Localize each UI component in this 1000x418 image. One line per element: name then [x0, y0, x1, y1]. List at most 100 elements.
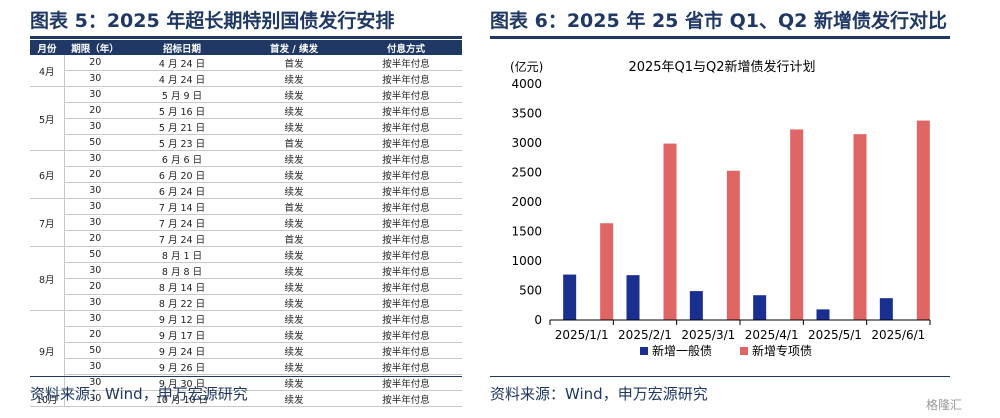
table-cell: 续发 [238, 358, 350, 375]
chart-title: 2025年Q1与Q2新增债发行计划 [628, 59, 815, 75]
table-cell: 30 [64, 86, 126, 103]
table-body: 4月 20 4 月 24 日首发 按半年付息 30 4 月 24 日续发 按半年付息 5月 30… [30, 55, 462, 407]
table-cell: 续发 [238, 374, 350, 391]
table-cell: 5 月 16 日 [126, 102, 238, 119]
month-cell: 10月 [30, 390, 65, 407]
table-cell: 续发 [238, 246, 350, 263]
table-row: 9月 30 9 月 12 日续发 按半年付息 [30, 310, 462, 391]
table-cell: 20 [64, 230, 126, 247]
left-panel-title: 图表 5：2025 年超长期特别国债发行安排 [30, 10, 395, 32]
month-cell: 9月 [30, 310, 65, 391]
table-cell: 9 月 12 日 [126, 310, 238, 327]
table-cell: 按半年付息 [350, 70, 462, 87]
special-bond-bar [790, 129, 804, 320]
table-cell: 续发 [238, 390, 350, 407]
special-bond-bar [726, 170, 740, 320]
table-cell: 首发 [238, 198, 350, 215]
table-cell: 按半年付息 [350, 310, 462, 327]
table-cell: 9 月 30 日 [126, 374, 238, 391]
x-tick-label: 2025/2/1 [618, 328, 672, 342]
column-header: 招标日期 [126, 40, 238, 55]
table-row: 20 8 月 14 日续发 按半年付息 [30, 278, 462, 295]
table-cell: 30 [64, 150, 126, 167]
table-cell: 续发 [238, 278, 350, 295]
table-cell: 5 月 23 日 [126, 134, 238, 151]
y-tick-label: 2500 [511, 166, 542, 180]
table-cell: 20 [64, 326, 126, 343]
table-cell: 续发 [238, 70, 350, 87]
y-tick-label: 0 [534, 313, 542, 327]
table-cell: 续发 [238, 86, 350, 103]
table-cell: 8 月 14 日 [126, 278, 238, 295]
table-cell: 10 月 10 日 [126, 390, 238, 407]
table-cell: 30 [64, 118, 126, 135]
table-cell: 30 [64, 358, 126, 375]
table-cell: 按半年付息 [350, 150, 462, 167]
right-bottom-rule [490, 376, 950, 377]
y-axis-ticks: 0 500 1000 1500 2000 2500 3000 3500 4000 [511, 77, 542, 327]
x-tick-label: 2025/5/1 [808, 328, 862, 342]
table-row: 5月 30 5 月 9 日续发 按半年付息 [30, 86, 462, 151]
y-tick-label: 1500 [511, 225, 542, 239]
table-cell: 按半年付息 [350, 246, 462, 263]
table-cell: 30 [64, 262, 126, 279]
table-cell: 续发 [238, 326, 350, 343]
table-row: 30 9 月 26 日续发 按半年付息 [30, 358, 462, 375]
x-axis-ticks: 2025/1/1 2025/2/1 2025/3/1 2025/4/1 2025/5/1… [549, 320, 931, 342]
table-cell: 按半年付息 [350, 342, 462, 359]
table-cell: 50 [64, 246, 126, 263]
bars [563, 120, 930, 320]
month-cell: 7月 [30, 198, 65, 247]
general-bond-bar [753, 295, 767, 320]
column-header: 付息方式 [350, 40, 462, 55]
table-cell: 7 月 24 日 [126, 214, 238, 231]
table-cell: 8 月 1 日 [126, 246, 238, 263]
table-cell: 按半年付息 [350, 294, 462, 311]
table-row: 30 7 月 24 日续发 按半年付息 [30, 214, 462, 231]
table-row: 20 9 月 17 日续发 按半年付息 [30, 326, 462, 343]
table-cell: 20 [64, 102, 126, 119]
table-cell: 30 [64, 310, 126, 327]
table-cell: 20 [64, 278, 126, 295]
table-row: 30 9 月 30 日续发 按半年付息 [30, 374, 462, 391]
table-cell: 9 月 24 日 [126, 342, 238, 359]
table-row: 30 6 月 24 日续发 按半年付息 [30, 182, 462, 199]
table-cell: 按半年付息 [350, 118, 462, 135]
table-cell: 30 [64, 374, 126, 391]
table-cell: 按半年付息 [350, 278, 462, 295]
table-cell: 20 [64, 166, 126, 183]
table-cell: 4 月 24 日 [126, 70, 238, 87]
general-bond-bar [689, 291, 703, 320]
left-source-note: 资料来源：Wind，申万宏源研究 [30, 385, 248, 403]
table-cell: 续发 [238, 182, 350, 199]
table-cell: 5 月 9 日 [126, 86, 238, 103]
table-cell: 按半年付息 [350, 134, 462, 151]
table-row: 30 8 月 22 日续发 按半年付息 [30, 294, 462, 311]
month-cell: 8月 [30, 246, 65, 311]
table-cell: 续发 [238, 342, 350, 359]
left-bottom-rule [30, 376, 462, 377]
right-panel-title: 图表 6：2025 年 25 省市 Q1、Q2 新增债发行对比 [490, 10, 947, 32]
table-row: 50 9 月 24 日续发 按半年付息 [30, 342, 462, 359]
table-cell: 续发 [238, 166, 350, 183]
y-tick-label: 1000 [511, 254, 542, 268]
table-row: 30 8 月 8 日续发 按半年付息 [30, 262, 462, 279]
table-cell: 8 月 22 日 [126, 294, 238, 311]
y-tick-label: 4000 [511, 77, 542, 91]
table-row: 7月 30 7 月 14 日首发 按半年付息 [30, 198, 462, 247]
general-bond-bar [879, 298, 893, 320]
y-tick-label: 2000 [511, 195, 542, 209]
table-cell: 5 月 21 日 [126, 118, 238, 135]
month-cell: 5月 [30, 86, 65, 151]
table-cell: 续发 [238, 262, 350, 279]
table-cell: 30 [64, 214, 126, 231]
general-bond-bar [563, 274, 577, 320]
table-cell: 6 月 24 日 [126, 182, 238, 199]
table-header: 月份 期限（年） 招标日期 首发 / 续发 付息方式 [30, 40, 462, 55]
y-tick-label: 3500 [511, 107, 542, 121]
table-cell: 按半年付息 [350, 214, 462, 231]
table-cell: 按半年付息 [350, 198, 462, 215]
table-cell: 7 月 24 日 [126, 230, 238, 247]
special-bond-bar [853, 134, 867, 320]
column-header: 月份 [30, 40, 64, 55]
